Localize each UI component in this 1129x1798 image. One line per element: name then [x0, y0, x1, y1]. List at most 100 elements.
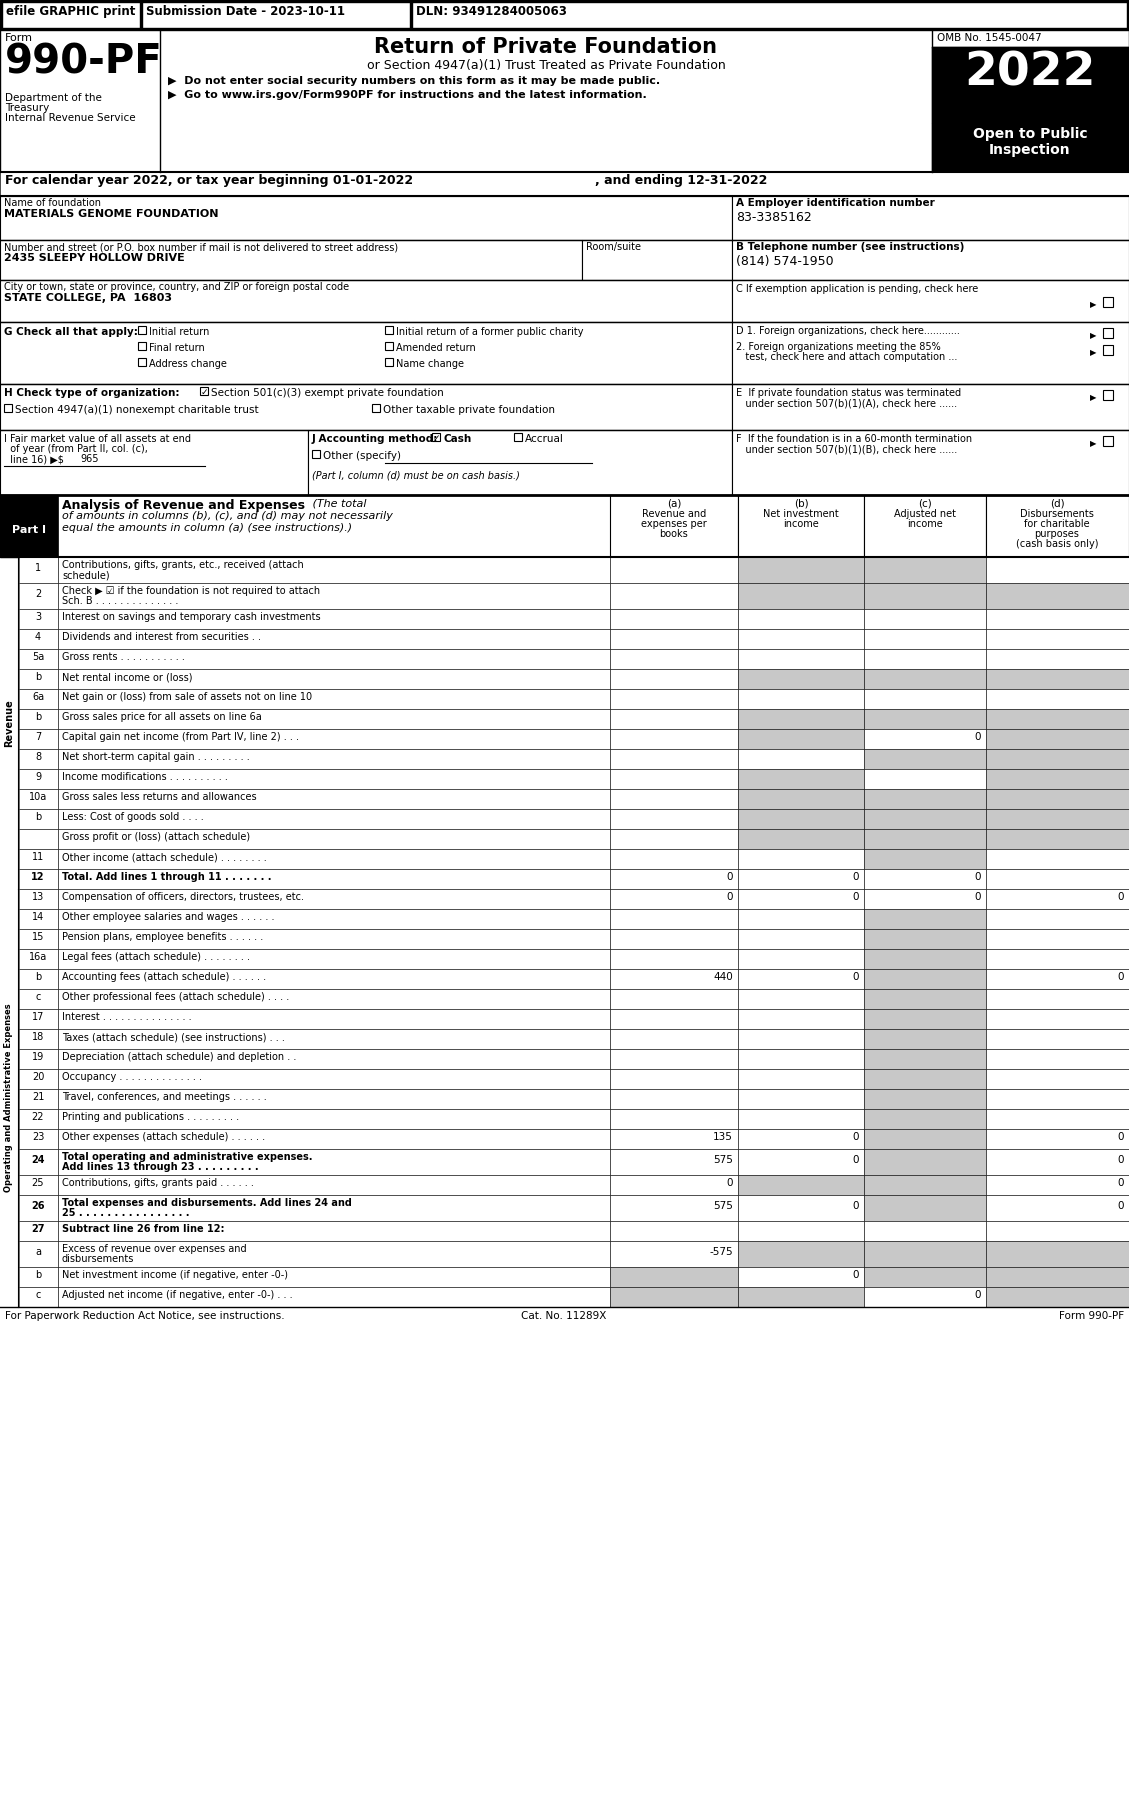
Text: 990-PF: 990-PF — [5, 43, 163, 83]
Bar — [986, 829, 1129, 849]
Text: Net rental income or (loss): Net rental income or (loss) — [62, 672, 193, 681]
Bar — [19, 1268, 58, 1287]
Bar — [986, 1129, 1129, 1149]
Bar — [986, 1268, 1129, 1287]
Text: b: b — [35, 672, 41, 681]
Bar — [986, 930, 1129, 949]
Bar — [58, 910, 610, 930]
Text: (d): (d) — [1050, 500, 1065, 509]
Text: Adjusted net income (if negative, enter -0-) . . .: Adjusted net income (if negative, enter … — [62, 1289, 292, 1300]
Bar — [864, 949, 986, 969]
Bar — [58, 1287, 610, 1307]
Text: Initial return of a former public charity: Initial return of a former public charit… — [396, 327, 584, 336]
Bar — [986, 610, 1129, 629]
Text: 2: 2 — [35, 590, 41, 599]
Bar — [986, 708, 1129, 728]
Bar — [610, 868, 738, 888]
Bar — [610, 1221, 738, 1241]
Bar — [610, 1268, 738, 1287]
Bar — [432, 433, 440, 441]
Bar — [19, 750, 58, 770]
Text: ▶: ▶ — [1089, 349, 1096, 358]
Bar — [986, 969, 1129, 989]
Text: purposes: purposes — [1034, 529, 1079, 539]
Text: 14: 14 — [32, 912, 44, 922]
Bar — [610, 829, 738, 849]
Text: Address change: Address change — [149, 360, 227, 369]
Bar — [986, 910, 1129, 930]
Text: B Telephone number (see instructions): B Telephone number (see instructions) — [736, 243, 964, 252]
Bar — [610, 583, 738, 610]
Text: Disbursements: Disbursements — [1021, 509, 1094, 520]
Bar — [986, 770, 1129, 789]
Bar — [58, 1129, 610, 1149]
Bar — [738, 610, 864, 629]
Bar — [732, 280, 1129, 322]
Bar — [864, 557, 986, 583]
Text: (c): (c) — [918, 500, 931, 509]
Bar — [738, 649, 864, 669]
Bar — [864, 708, 986, 728]
Text: J Accounting method:: J Accounting method: — [312, 433, 438, 444]
Bar — [19, 1196, 58, 1221]
Text: 0: 0 — [852, 1201, 859, 1212]
Text: Capital gain net income (from Part IV, line 2) . . .: Capital gain net income (from Part IV, l… — [62, 732, 299, 743]
Text: -575: -575 — [709, 1248, 733, 1257]
Bar — [864, 750, 986, 770]
Text: 12: 12 — [32, 872, 45, 883]
Bar — [19, 708, 58, 728]
Bar — [738, 629, 864, 649]
Text: Other employee salaries and wages . . . . . .: Other employee salaries and wages . . . … — [62, 912, 274, 922]
Bar — [864, 689, 986, 708]
Bar — [19, 969, 58, 989]
Bar — [610, 1241, 738, 1268]
Text: ▶: ▶ — [1089, 394, 1096, 403]
Bar — [738, 1009, 864, 1028]
Bar — [864, 610, 986, 629]
Text: 18: 18 — [32, 1032, 44, 1043]
Text: 24: 24 — [32, 1154, 45, 1165]
Bar — [19, 1221, 58, 1241]
Text: 19: 19 — [32, 1052, 44, 1063]
Bar — [864, 829, 986, 849]
Text: ▶  Do not enter social security numbers on this form as it may be made public.: ▶ Do not enter social security numbers o… — [168, 76, 660, 86]
Bar — [19, 989, 58, 1009]
Bar — [19, 1048, 58, 1070]
Text: 2022: 2022 — [964, 50, 1096, 95]
Text: b: b — [35, 973, 41, 982]
Bar — [738, 689, 864, 708]
Text: 8: 8 — [35, 752, 41, 762]
Text: b: b — [35, 712, 41, 723]
Text: (cash basis only): (cash basis only) — [1016, 539, 1099, 548]
Bar — [986, 868, 1129, 888]
Bar — [58, 1109, 610, 1129]
Bar — [58, 770, 610, 789]
Bar — [738, 969, 864, 989]
Bar — [19, 949, 58, 969]
Bar — [610, 1129, 738, 1149]
Text: (814) 574-1950: (814) 574-1950 — [736, 255, 833, 268]
Text: D 1. Foreign organizations, check here............: D 1. Foreign organizations, check here..… — [736, 325, 960, 336]
Bar — [19, 649, 58, 669]
Text: ✓: ✓ — [201, 388, 208, 397]
Bar — [58, 1070, 610, 1090]
Text: Net short-term capital gain . . . . . . . . .: Net short-term capital gain . . . . . . … — [62, 752, 250, 762]
Bar — [371, 405, 380, 412]
Text: 10a: 10a — [29, 791, 47, 802]
Bar — [986, 728, 1129, 750]
Bar — [1103, 390, 1113, 399]
Text: Amended return: Amended return — [396, 343, 475, 352]
Text: c: c — [35, 992, 41, 1001]
Bar — [58, 849, 610, 868]
Bar — [58, 689, 610, 708]
Bar — [58, 888, 610, 910]
Text: 0: 0 — [726, 1178, 733, 1188]
Text: Pension plans, employee benefits . . . . . .: Pension plans, employee benefits . . . .… — [62, 931, 263, 942]
Bar — [738, 583, 864, 610]
Text: For calendar year 2022, or tax year beginning 01-01-2022: For calendar year 2022, or tax year begi… — [5, 174, 413, 187]
Bar — [610, 1090, 738, 1109]
Bar — [138, 325, 146, 334]
Bar — [19, 1070, 58, 1090]
Text: disbursements: disbursements — [62, 1253, 134, 1264]
Bar — [986, 1048, 1129, 1070]
